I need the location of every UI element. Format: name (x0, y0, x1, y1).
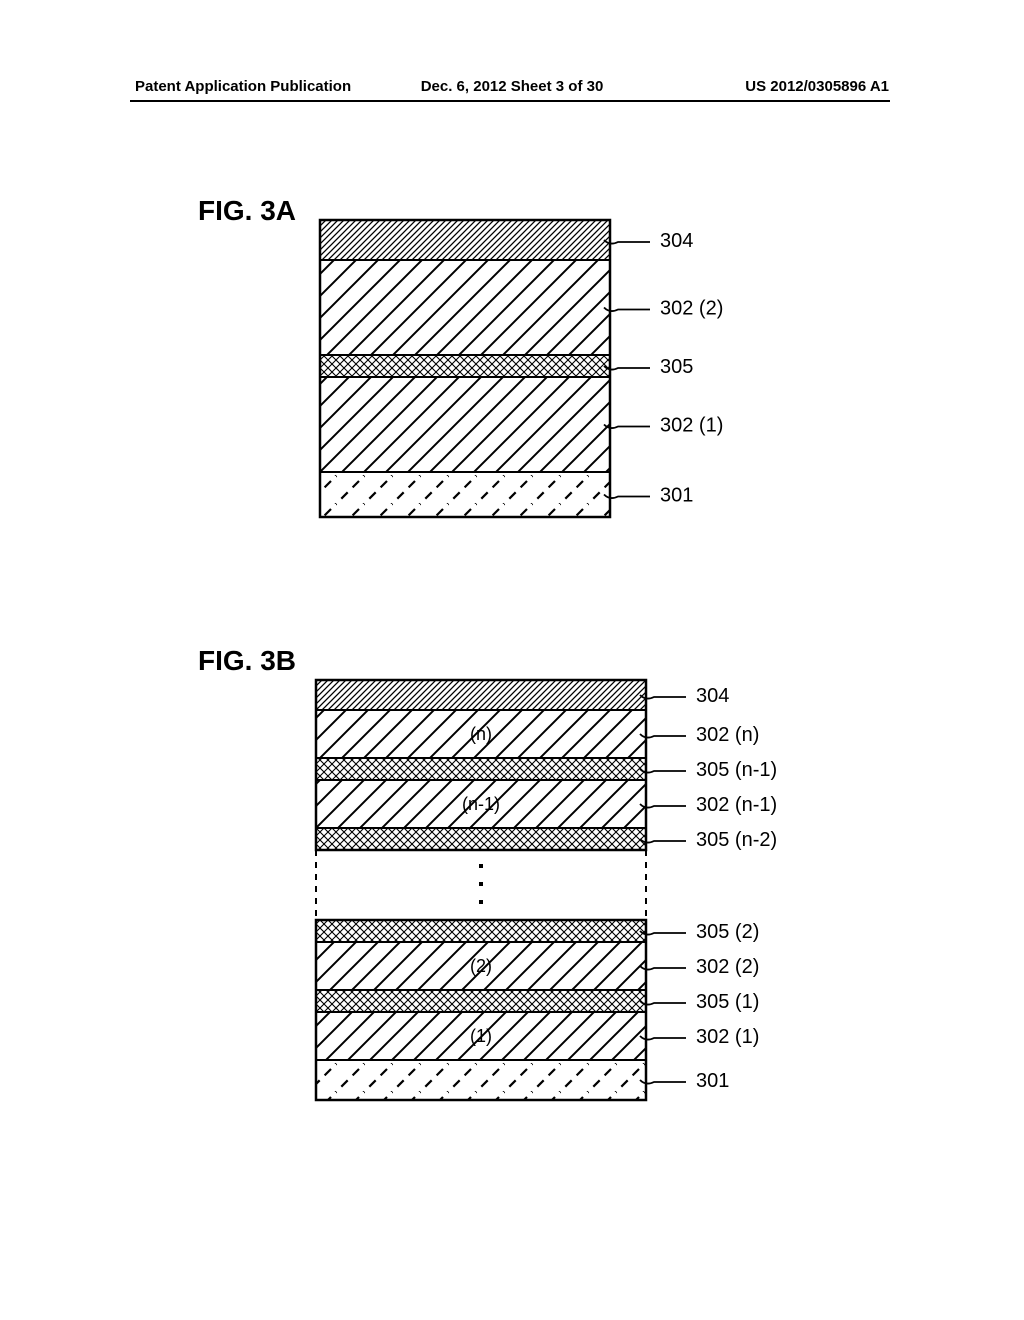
layer-304 (316, 680, 646, 710)
callout-302 (2): 302 (2) (696, 956, 759, 978)
figb-ellipsis-dot (479, 882, 483, 886)
layer-301 (316, 1060, 646, 1100)
callout-305 (2): 305 (2) (696, 921, 759, 943)
callout-304: 304 (696, 685, 729, 707)
layer-302 (2) (320, 260, 610, 355)
layer-305 (320, 355, 610, 377)
figb-ellipsis-dot (479, 864, 483, 868)
callout-302 (n-1): 302 (n-1) (696, 794, 777, 816)
callout-305: 305 (660, 356, 693, 378)
layer-305 (n-2) (316, 828, 646, 850)
callout-305 (1): 305 (1) (696, 991, 759, 1013)
inner-label-(2): (2) (470, 956, 492, 976)
callout-302 (n): 302 (n) (696, 724, 759, 746)
inner-label-(1): (1) (470, 1026, 492, 1046)
inner-label-(n): (n) (470, 724, 492, 744)
layer-305 (2) (316, 920, 646, 942)
callout-302 (1): 302 (1) (696, 1026, 759, 1048)
layer-304 (320, 220, 610, 260)
callout-302 (1): 302 (1) (660, 415, 723, 437)
callout-305 (n-1): 305 (n-1) (696, 759, 777, 781)
callout-301: 301 (660, 485, 693, 507)
diagram-canvas: 304 302 (2) 305 302 (1) 301 304 302 (n) (n) 305 … (0, 0, 1024, 1320)
figb-ellipsis-dot (479, 900, 483, 904)
layer-305 (n-1) (316, 758, 646, 780)
callout-301: 301 (696, 1070, 729, 1092)
inner-label-(n-1): (n-1) (462, 794, 500, 814)
callout-304: 304 (660, 230, 693, 252)
layer-301 (320, 472, 610, 517)
callout-302 (2): 302 (2) (660, 298, 723, 320)
layer-305 (1) (316, 990, 646, 1012)
callout-305 (n-2): 305 (n-2) (696, 829, 777, 851)
layer-302 (1) (320, 377, 610, 472)
